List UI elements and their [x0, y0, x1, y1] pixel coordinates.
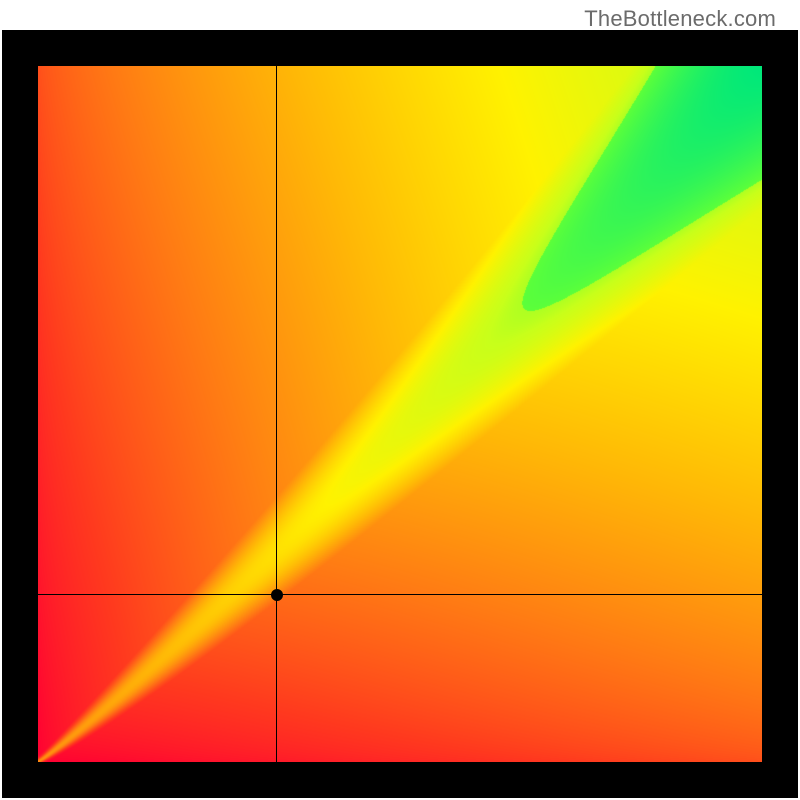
selected-point — [271, 589, 283, 601]
bottleneck-heatmap — [38, 66, 762, 762]
crosshair-horizontal — [38, 594, 762, 595]
chart-frame — [2, 30, 798, 798]
watermark-text: TheBottleneck.com — [584, 6, 776, 32]
crosshair-vertical — [276, 66, 277, 762]
